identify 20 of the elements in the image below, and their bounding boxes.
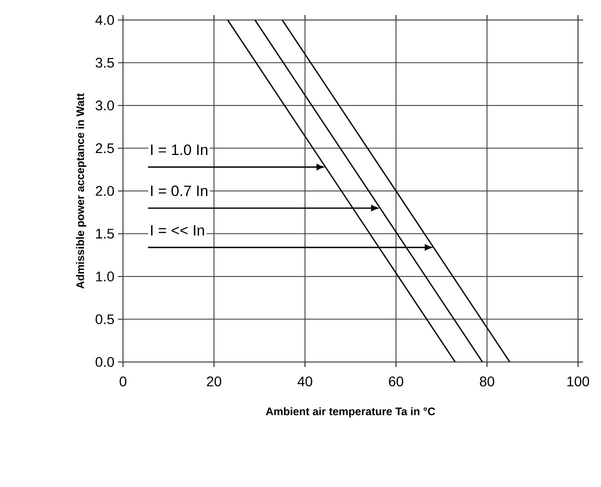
y-tick-label: 2.0 <box>96 186 114 196</box>
x-tick-label: 0 <box>120 376 126 386</box>
x-axis-title: Ambient air temperature Ta in °C <box>266 407 436 418</box>
y-tick-label: 0.0 <box>96 357 114 367</box>
y-tick-label: 2.5 <box>96 143 114 154</box>
y-axis-title: Admissible power acceptance in Watt <box>76 93 86 289</box>
y-tick-label: 3.0 <box>96 100 114 110</box>
annotation: I = << In <box>151 225 204 236</box>
y-tick-label: 0.5 <box>96 314 114 324</box>
annotation: I = 0.7 In <box>151 186 208 196</box>
x-tick-label: 80 <box>480 376 494 386</box>
annotation: I = 1.0 In <box>151 144 208 156</box>
y-tick-label: 3.5 <box>96 58 114 68</box>
x-tick-label: 100 <box>567 376 590 386</box>
x-tick-label: 60 <box>388 376 404 386</box>
y-tick-label: 1.5 <box>96 228 114 239</box>
y-tick-label: 1.0 <box>96 272 114 282</box>
x-tick-label: 40 <box>298 376 312 386</box>
x-tick-label: 20 <box>206 376 222 386</box>
y-tick-label: 4.0 <box>95 15 114 25</box>
